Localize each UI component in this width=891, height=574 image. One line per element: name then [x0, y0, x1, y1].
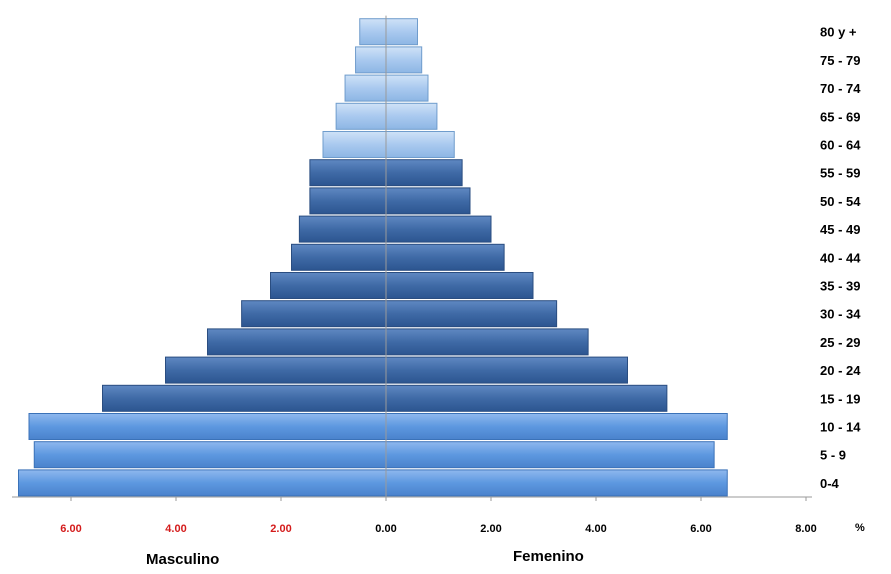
age-label-6: 30 - 34: [820, 307, 861, 322]
bar-femenino-15: [385, 46, 423, 74]
bar-femenino-10: [385, 187, 471, 215]
bar-masculino-4: [165, 356, 387, 384]
x-tick-label-right-3: 6.00: [690, 523, 711, 535]
age-label-15: 75 - 79: [820, 53, 860, 68]
age-label-3: 15 - 19: [820, 391, 860, 406]
x-axis-ticks: 6.00 4.00 2.00 0.00 2.00 4.00 6.00 8.00: [60, 497, 817, 535]
bar-femenino-8: [385, 243, 505, 271]
bar-masculino-13: [335, 102, 387, 130]
bar-masculino-5: [207, 328, 387, 356]
age-label-0: 0-4: [820, 476, 840, 491]
bar-femenino-14: [385, 74, 429, 102]
bar-femenino-3: [385, 384, 668, 412]
age-label-8: 40 - 44: [820, 250, 861, 265]
bar-masculino-0: [18, 469, 387, 497]
age-label-9: 45 - 49: [820, 222, 860, 237]
age-label-12: 60 - 64: [820, 138, 861, 153]
bars-layer: [18, 18, 728, 497]
age-label-7: 35 - 39: [820, 279, 860, 294]
bar-masculino-12: [322, 131, 387, 158]
female-axis-label: Femenino: [513, 548, 584, 565]
bar-femenino-9: [385, 215, 492, 243]
bar-femenino-7: [385, 272, 534, 299]
bar-masculino-2: [28, 413, 387, 440]
x-tick-label-right-0: 0.00: [375, 523, 396, 535]
age-label-1: 5 - 9: [820, 448, 846, 463]
bar-masculino-1: [33, 441, 387, 469]
bar-femenino-2: [385, 413, 728, 440]
x-tick-label-left-1: 4.00: [165, 523, 186, 535]
age-label-13: 65 - 69: [820, 109, 860, 124]
bar-femenino-6: [385, 300, 558, 328]
bar-masculino-8: [291, 243, 387, 271]
male-axis-label: Masculino: [146, 551, 219, 568]
bar-masculino-7: [270, 272, 387, 299]
age-label-5: 25 - 29: [820, 335, 860, 350]
bar-femenino-1: [385, 441, 715, 469]
bar-masculino-9: [298, 215, 387, 243]
bar-masculino-14: [344, 74, 387, 102]
age-label-10: 50 - 54: [820, 194, 861, 209]
bar-masculino-3: [102, 384, 387, 412]
bar-masculino-16: [359, 18, 387, 46]
bar-masculino-10: [309, 187, 387, 215]
age-label-11: 55 - 59: [820, 166, 860, 181]
x-unit-label: %: [855, 522, 865, 534]
bar-femenino-12: [385, 131, 455, 158]
x-tick-label-left-2: 2.00: [270, 523, 291, 535]
bar-masculino-11: [309, 159, 387, 187]
age-group-labels: 0-4 5 - 9 10 - 14 15 - 19 20 - 24 25 - 29 30 -…: [820, 25, 861, 491]
bar-femenino-4: [385, 356, 628, 384]
age-label-4: 20 - 24: [820, 363, 861, 378]
x-tick-label-left-0: 6.00: [60, 523, 81, 535]
bar-femenino-16: [385, 18, 418, 46]
age-label-14: 70 - 74: [820, 81, 861, 96]
bar-femenino-5: [385, 328, 589, 356]
x-tick-label-right-4: 8.00: [795, 523, 816, 535]
bar-masculino-15: [355, 46, 387, 74]
age-label-2: 10 - 14: [820, 420, 861, 435]
x-tick-label-right-2: 4.00: [585, 523, 606, 535]
x-tick-label-right-1: 2.00: [480, 523, 501, 535]
bar-masculino-6: [241, 300, 387, 328]
bar-femenino-13: [385, 102, 438, 130]
bar-femenino-11: [385, 159, 463, 187]
bar-femenino-0: [385, 469, 728, 497]
age-label-16: 80 y +: [820, 25, 857, 40]
